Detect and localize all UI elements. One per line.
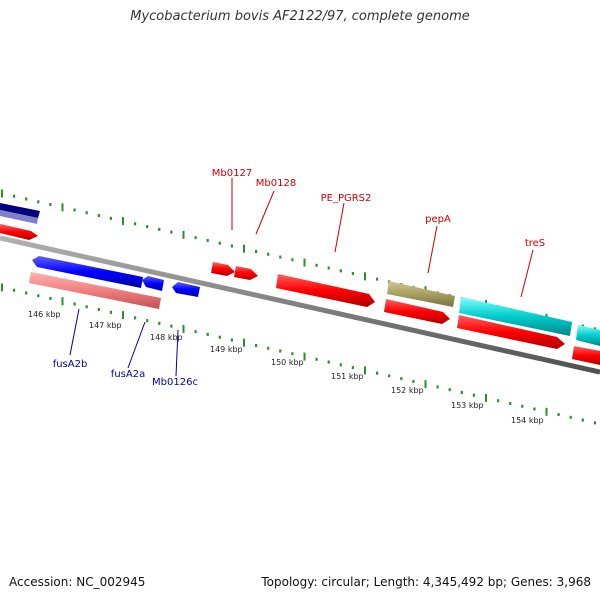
scale-label: 146 kbp [28,310,61,319]
scale-label: 153 kbp [451,401,484,410]
label-PE_PGRS2: PE_PGRS2 [321,193,372,204]
feature-red-left [0,224,38,240]
scale-label: 150 kbp [271,358,304,367]
tick-row-lower [1,283,597,425]
leader-fusA2b [69,308,80,356]
leader-treS [520,249,534,298]
leader-Mb0128 [255,190,275,235]
gene-Mb0128 [234,266,258,280]
gene-fusA2b [32,256,143,288]
label-fusA2b: fusA2b [53,359,88,370]
feature-lavender [0,210,38,224]
leader-PE_PGRS2 [334,202,345,253]
leader-fusA2a [127,321,146,369]
gene-PE_PGRS2 [276,274,375,307]
gene-Mb0127 [211,262,235,276]
accession-text: Accession: NC_002945 [9,575,146,589]
scale-label: 154 kbp [511,416,544,425]
feature-cyan-right [576,325,600,346]
label-pepA: pepA [425,214,451,225]
genome-stats-text: Topology: circular; Length: 4,345,492 bp… [261,575,591,589]
leader-Mb0126c [175,329,179,377]
label-fusA2a: fusA2a [111,369,145,380]
gene-fusA2a [142,276,164,291]
leader-pepA [427,225,438,274]
label-treS: treS [525,238,545,249]
scale-label: 152 kbp [391,386,424,395]
label-Mb0128: Mb0128 [256,178,296,189]
label-Mb0127: Mb0127 [212,168,252,179]
feature-cyan [459,297,572,336]
scale-label: 147 kbp [89,321,122,330]
label-Mb0126c: Mb0126c [152,377,198,388]
scale-label: 151 kbp [331,372,364,381]
genome-title: Mycobacterium bovis AF2122/97, complete … [130,9,470,24]
feature-olive [387,281,455,307]
feature-pink [29,272,161,309]
genome-backbone [0,235,600,375]
tick-row-upper [1,189,597,331]
feature-red-right [572,346,600,365]
feature-navy [0,203,40,218]
gene-pepA [384,299,450,324]
gene-Mb0126c [172,282,200,297]
gene-treS [457,315,565,349]
scale-label: 149 kbp [210,345,243,354]
scale-label: 148 kbp [150,333,183,342]
